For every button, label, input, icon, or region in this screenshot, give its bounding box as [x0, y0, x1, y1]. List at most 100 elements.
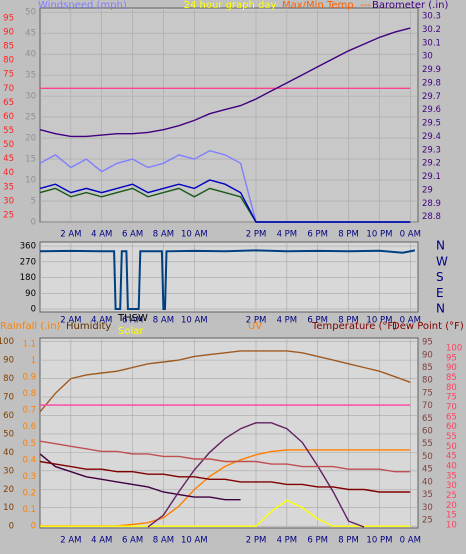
y4-tick-label: 15	[446, 511, 457, 521]
y2-tick-label: N	[436, 239, 445, 253]
x-tick-label: 4 PM	[277, 316, 298, 326]
y2-tick-label: N	[436, 302, 445, 316]
legend-label: Temperature (°F)	[311, 321, 397, 332]
series-line	[39, 440, 411, 473]
y2-tick-label: 0.5	[22, 439, 36, 449]
y-tick-label: 50	[25, 8, 36, 18]
y3-tick-label: 30.1	[422, 38, 441, 48]
series-line	[39, 249, 416, 310]
y-tick-label: 40	[3, 448, 14, 458]
x-tick-label: 6 PM	[307, 536, 328, 546]
y-tick-label: 70	[3, 393, 14, 403]
x-tick-label: 6 AM	[122, 230, 143, 240]
y-tick-label: 30	[3, 466, 14, 476]
legend-label: Humidity	[66, 321, 111, 332]
y4-tick-label: 10	[446, 521, 457, 531]
y2-tick-label: E	[436, 286, 444, 300]
y-tick-label: 0	[31, 218, 36, 228]
x-tick-label: 4 AM	[91, 536, 112, 546]
x-tick-label: 2 AM	[60, 536, 81, 546]
y-tick-label: 80	[3, 374, 14, 384]
y2-tick-label: 75	[3, 70, 14, 80]
series-line	[39, 453, 241, 501]
y3-tick-label: 30	[422, 503, 433, 513]
y2-tick-label: 1.1	[22, 339, 36, 349]
y4-tick-label: 35	[446, 471, 457, 481]
y3-tick-label: 29.6	[422, 105, 441, 115]
y3-tick-label: 95	[422, 338, 433, 348]
y-tick-label: 10	[25, 176, 36, 186]
y3-tick-label: 28.9	[422, 199, 441, 209]
y-tick-label: 180	[20, 273, 36, 283]
x-tick-label: 10 AM	[181, 230, 208, 240]
legend-label: Solar	[118, 326, 144, 337]
y2-tick-label: 35	[3, 182, 14, 192]
y4-tick-label: 45	[446, 452, 457, 462]
y3-tick-label: 80	[422, 376, 433, 386]
x-tick-label: 8 AM	[153, 230, 174, 240]
y4-tick-label: 100	[446, 344, 462, 354]
y4-tick-label: 20	[446, 501, 457, 511]
y-tick-label: 90	[3, 356, 14, 366]
y3-tick-label: 30.2	[422, 25, 441, 35]
y4-tick-label: 30	[446, 481, 457, 491]
x-tick-label: 6 PM	[307, 316, 328, 326]
x-tick-label: 6 AM	[122, 536, 143, 546]
y-tick-label: 35	[25, 71, 36, 81]
legend-label: UV	[248, 321, 262, 332]
y-tick-label: 40	[25, 50, 36, 60]
y3-tick-label: 65	[422, 414, 433, 424]
x-tick-label: 8 PM	[338, 230, 359, 240]
y-tick-label: 45	[25, 29, 36, 39]
legend-label: Max/Min Temp. ---	[282, 0, 371, 11]
legend-label: Dew Point (°F)	[392, 321, 464, 332]
x-tick-label: 2 PM	[246, 230, 267, 240]
y4-tick-label: 80	[446, 383, 457, 393]
series-line	[39, 350, 411, 413]
x-tick-label: 10 AM	[181, 536, 208, 546]
y-tick-label: 90	[25, 289, 36, 299]
x-tick-label: 8 PM	[338, 316, 359, 326]
y3-tick-label: 60	[422, 427, 433, 437]
y3-tick-label: 75	[422, 388, 433, 398]
y-tick-label: 0	[31, 305, 36, 315]
y3-tick-label: 55	[422, 439, 433, 449]
y2-tick-label: 1	[31, 356, 36, 366]
y3-tick-label: 29.2	[422, 159, 441, 169]
series-line	[39, 179, 411, 223]
x-tick-label: 8 AM	[153, 316, 174, 326]
y-tick-label: 20	[3, 485, 14, 495]
y3-tick-label: 29.9	[422, 65, 441, 75]
y-tick-label: 30	[25, 92, 36, 102]
y4-tick-label: 40	[446, 462, 457, 472]
legend-label: Rainfall (.in)	[0, 321, 61, 332]
y3-tick-label: 29.1	[422, 172, 441, 182]
y2-tick-label: 0.8	[22, 389, 36, 399]
x-tick-label: 4 AM	[91, 230, 112, 240]
y4-tick-label: 75	[446, 393, 457, 403]
y3-tick-label: 29	[422, 185, 433, 195]
y3-tick-label: 35	[422, 490, 433, 500]
series-line	[39, 460, 411, 493]
x-tick-label: 10 AM	[181, 316, 208, 326]
y3-tick-label: 30	[422, 52, 433, 62]
y2-tick-label: 95	[3, 13, 14, 23]
plot-area	[39, 337, 419, 529]
y2-tick-label: 40	[3, 168, 14, 178]
y3-tick-label: 90	[422, 350, 433, 360]
x-tick-label: 10 PM	[366, 316, 392, 326]
x-tick-label: 8 PM	[338, 536, 359, 546]
y2-tick-label: 0.1	[22, 505, 36, 515]
legend-label: 24 hour graph day	[184, 0, 277, 11]
y2-tick-label: S	[436, 270, 444, 284]
x-tick-label: 2 AM	[60, 230, 81, 240]
y-tick-label: 15	[25, 155, 36, 165]
y3-tick-label: 29.5	[422, 119, 441, 129]
y2-tick-label: 80	[3, 56, 14, 66]
legend-label: Barometer (.in)	[372, 0, 448, 11]
y3-tick-label: 30.3	[422, 12, 441, 22]
series-line	[39, 27, 411, 138]
y2-tick-label: 0.4	[22, 455, 36, 465]
y4-tick-label: 65	[446, 412, 457, 422]
